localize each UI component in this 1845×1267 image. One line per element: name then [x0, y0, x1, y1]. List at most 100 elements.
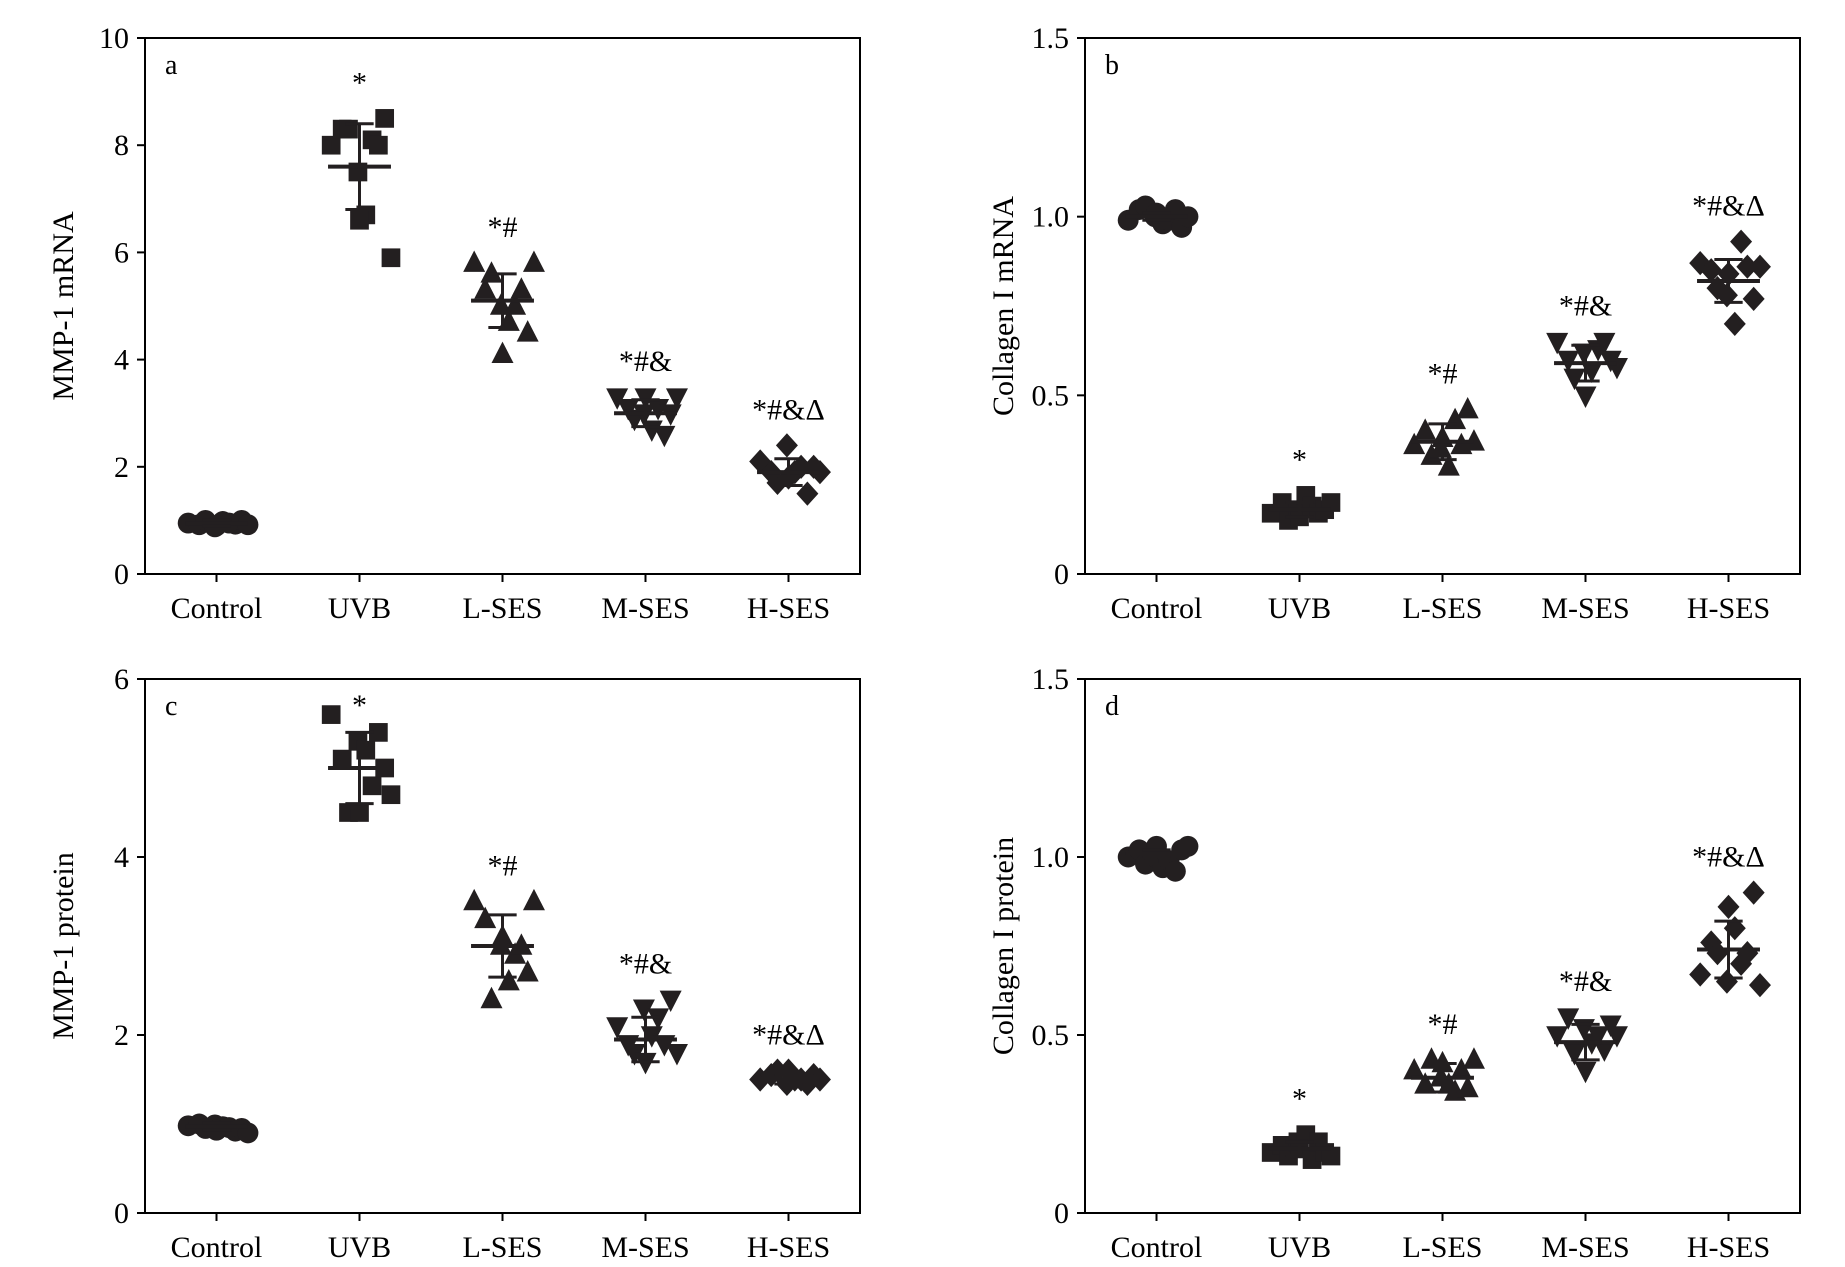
y-tick-label: 0 [114, 1197, 129, 1230]
data-point-diamond [796, 481, 819, 506]
panel-a: 0 2 4 6 8 10 MMP-1 mRNA a Control UVB * L-SES *# M-SE… [47, 22, 861, 625]
data-point-triangle-up [1437, 454, 1460, 476]
data-point-triangle-up [516, 960, 539, 982]
data-point-square [321, 705, 341, 724]
data-point-triangle-up [474, 277, 497, 299]
data-point-triangle-down [606, 388, 629, 410]
x-category-label: L-SES [462, 1231, 542, 1264]
significance-label: *# [488, 850, 518, 883]
y-tick-label: 1.0 [1032, 841, 1070, 874]
x-category-label: M-SES [1541, 592, 1629, 625]
data-point-square [381, 785, 401, 805]
data-point-triangle-up [1414, 418, 1437, 440]
data-point-diamond [1730, 229, 1753, 254]
panel-b: 0 0.5 1.0 1.5 Collagen I mRNA b Control UVB * L-S… [987, 22, 1801, 625]
significance-label: *#&Δ [752, 1019, 825, 1052]
significance-label: *#& [619, 345, 672, 378]
data-point-triangle-up [474, 906, 497, 929]
data-point-square [381, 248, 401, 268]
data-point-triangle-up [1456, 396, 1479, 419]
y-tick-label: 0.5 [1032, 1019, 1070, 1052]
data-point-triangle-up [522, 250, 545, 272]
data-point-triangle-up [1462, 1047, 1485, 1069]
data-point-triangle-up [504, 293, 527, 315]
data-point-diamond [1736, 941, 1759, 966]
data-point-diamond [1748, 254, 1771, 279]
y-tick-label: 4 [114, 841, 129, 874]
data-point-triangle-up [1456, 1075, 1479, 1098]
y-tick-label: 6 [114, 663, 129, 696]
data-point-triangle-down [606, 1017, 629, 1039]
data-point-triangle-down [1574, 386, 1597, 408]
data-point-diamond [1748, 973, 1771, 998]
panel-letter: c [165, 691, 177, 722]
plot-frame [1084, 37, 1801, 575]
data-point-triangle-up [1414, 1072, 1437, 1094]
data-point-triangle-up [480, 261, 503, 283]
data-point-triangle-down [1593, 1040, 1616, 1062]
significance-label: *# [1428, 358, 1458, 391]
y-axis-label: MMP-1 protein [47, 852, 80, 1040]
y-tick-label: 0 [1054, 558, 1069, 591]
data-point-triangle-up [497, 968, 520, 991]
y-tick-label: 2 [114, 451, 129, 484]
x-category-label: UVB [328, 1231, 391, 1264]
x-category-label: UVB [1268, 1231, 1331, 1264]
plot-frame [1084, 678, 1801, 1214]
data-point-triangle-up [1450, 1057, 1473, 1080]
data-point-triangle-up [510, 277, 533, 299]
data-point-triangle-down [653, 425, 676, 448]
significance-label: * [352, 66, 367, 99]
x-category-label: L-SES [1402, 1231, 1482, 1264]
data-point-diamond [1742, 880, 1765, 905]
data-point-triangle-down [1563, 1044, 1586, 1066]
x-category-label: M-SES [601, 592, 689, 625]
data-point-square [369, 723, 388, 742]
data-point-diamond [1742, 286, 1765, 311]
panel-letter: d [1105, 691, 1119, 722]
x-category-label: UVB [1268, 592, 1331, 625]
data-point-triangle-down [634, 1052, 657, 1075]
data-point-triangle-down [1546, 1026, 1569, 1048]
x-category-label: Control [171, 592, 263, 625]
data-point-diamond [1706, 276, 1729, 301]
data-point-square [350, 803, 369, 822]
y-axis-label: MMP-1 mRNA [47, 211, 80, 401]
y-axis-label: Collagen I mRNA [987, 196, 1020, 416]
data-point-triangle-down [623, 1044, 646, 1066]
data-point-square [369, 135, 388, 155]
data-point-triangle-up [1403, 1057, 1426, 1080]
data-point-triangle-down [1593, 332, 1616, 355]
data-point-square [1321, 1146, 1341, 1166]
data-point-triangle-up [1431, 1050, 1454, 1073]
y-tick-label: 1.5 [1032, 22, 1070, 55]
y-tick-label: 1.5 [1032, 663, 1070, 696]
data-point-square [356, 740, 376, 760]
data-point-triangle-down [1546, 332, 1569, 355]
significance-label: * [1292, 443, 1307, 476]
y-tick-label: 6 [114, 236, 129, 269]
x-category-label: M-SES [601, 1231, 689, 1264]
y-tick-label: 8 [114, 129, 129, 162]
data-point-square [1272, 493, 1292, 512]
data-point-triangle-up [516, 320, 539, 342]
data-point-triangle-up [463, 888, 486, 911]
x-category-label: Control [1111, 1231, 1203, 1264]
data-point-triangle-down [647, 1008, 670, 1030]
x-category-label: H-SES [747, 1231, 830, 1264]
significance-label: * [352, 689, 367, 722]
data-point-triangle-down [1574, 1061, 1597, 1084]
x-category-label: L-SES [1402, 592, 1482, 625]
data-point-square [362, 776, 382, 796]
data-point-triangle-down [1572, 343, 1595, 366]
data-point-diamond [1715, 969, 1738, 994]
data-point-diamond [775, 433, 798, 458]
data-point-diamond [1706, 941, 1729, 966]
data-point-square [1321, 493, 1341, 512]
x-category-label: Control [1111, 592, 1203, 625]
panel-letter: b [1105, 50, 1119, 81]
significance-label: * [1292, 1083, 1307, 1116]
x-category-label: H-SES [1687, 592, 1770, 625]
y-tick-label: 1.0 [1032, 201, 1070, 234]
